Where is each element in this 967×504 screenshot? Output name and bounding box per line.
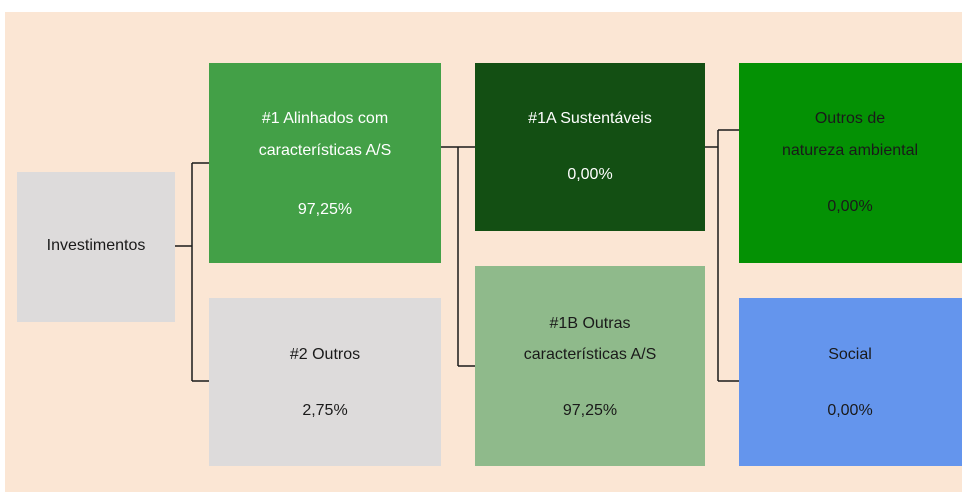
node-value: 0,00% <box>567 166 612 183</box>
node-box <box>475 63 705 231</box>
node-label: natureza ambiental <box>782 142 918 159</box>
node-value: 0,00% <box>827 402 872 419</box>
node-sustainable: #1A Sustentáveis 0,00% <box>475 63 705 231</box>
node-box <box>739 298 962 466</box>
node-label: Outros de <box>815 110 885 127</box>
node-box <box>17 172 175 322</box>
node-value: 97,25% <box>563 402 617 419</box>
node-box <box>209 63 441 263</box>
node-label: Investimentos <box>47 237 146 254</box>
node-label: #2 Outros <box>290 346 360 363</box>
node-value: 0,00% <box>827 198 872 215</box>
node-label: características A/S <box>259 142 392 159</box>
node-investimentos: Investimentos <box>17 172 175 322</box>
node-other-characteristics: #1B Outras características A/S 97,25% <box>475 266 705 466</box>
node-box <box>475 266 705 466</box>
connectors <box>175 129 739 382</box>
node-box <box>209 298 441 466</box>
node-others: #2 Outros 2,75% <box>209 298 441 466</box>
node-value: 97,25% <box>298 201 352 218</box>
node-label: #1B Outras <box>550 315 631 332</box>
node-label: Social <box>828 346 872 363</box>
node-box <box>739 63 962 263</box>
node-label: #1 Alinhados com <box>262 110 388 127</box>
node-aligned: #1 Alinhados com características A/S 97,… <box>209 63 441 263</box>
node-social: Social 0,00% <box>739 298 962 466</box>
node-environmental: Outros de natureza ambiental 0,00% <box>739 63 962 263</box>
node-value: 2,75% <box>302 402 347 419</box>
node-label: características A/S <box>524 346 657 363</box>
node-label: #1A Sustentáveis <box>528 110 652 127</box>
